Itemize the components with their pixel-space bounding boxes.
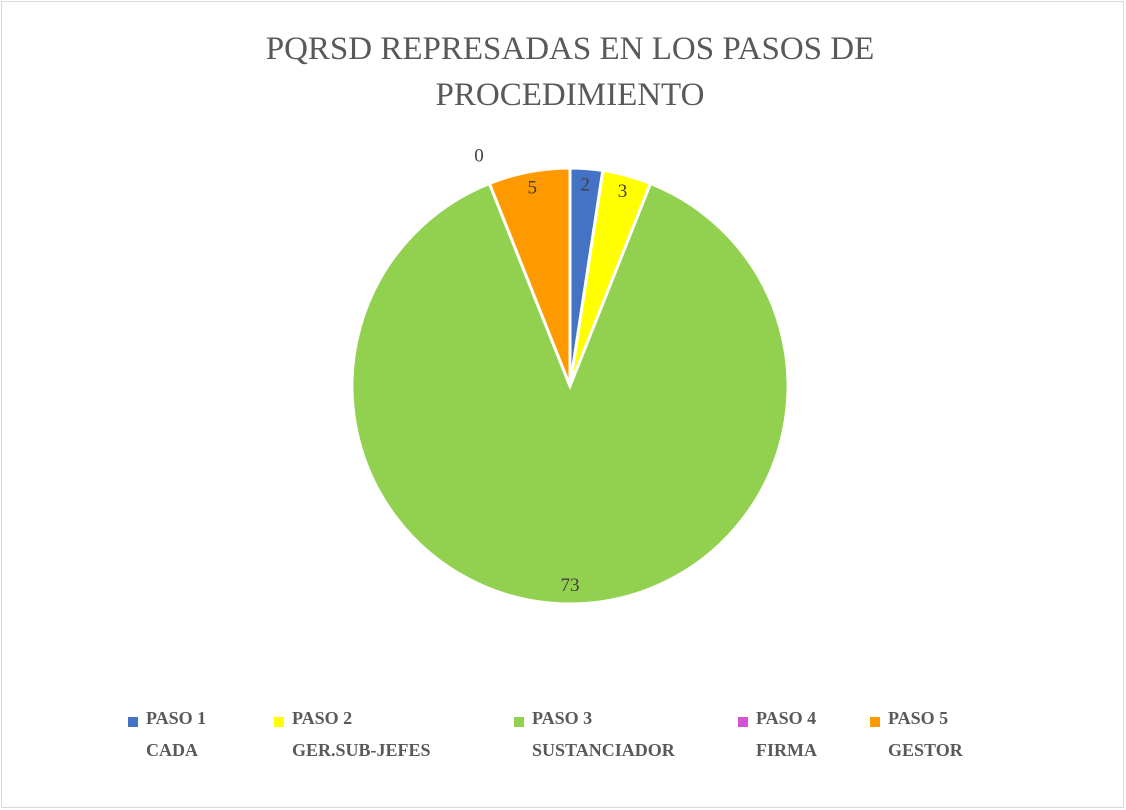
data-label: 3 bbox=[618, 181, 628, 202]
legend-swatch bbox=[870, 717, 880, 727]
legend-swatch bbox=[128, 717, 138, 727]
legend-swatch bbox=[274, 717, 284, 727]
data-label: 0 bbox=[474, 145, 484, 166]
legend-swatch bbox=[514, 717, 524, 727]
pie-slice bbox=[487, 166, 572, 387]
data-label: 73 bbox=[561, 575, 580, 596]
legend-swatch bbox=[738, 717, 748, 727]
legend-label: PASO 5 GESTOR bbox=[888, 708, 963, 760]
data-label: 2 bbox=[580, 174, 590, 195]
legend-label: PASO 1 CADA bbox=[146, 708, 207, 760]
pie-slice bbox=[350, 181, 790, 606]
data-label: 5 bbox=[528, 177, 538, 198]
legend-label: PASO 4 FIRMA bbox=[756, 708, 817, 760]
legend-label: PASO 2 GER.SUB-JEFES bbox=[292, 708, 431, 760]
chart-title: PQRSD REPRESADAS EN LOS PASOS DE PROCEDI… bbox=[265, 31, 875, 113]
legend-label: PASO 3 SUSTANCIADOR bbox=[532, 708, 675, 760]
